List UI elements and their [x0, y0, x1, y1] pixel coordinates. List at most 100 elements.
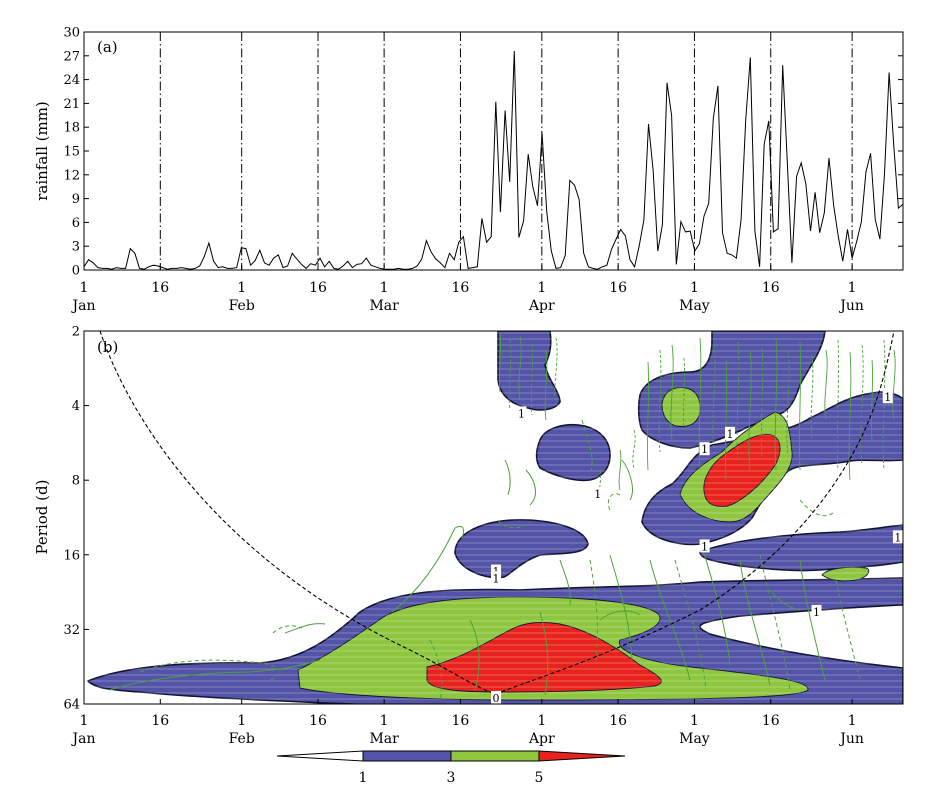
- x-tick-label: 16: [762, 280, 780, 296]
- contour-label-box: [811, 604, 822, 618]
- contour-label-box: [592, 487, 603, 501]
- y-tick-label: 2: [72, 325, 80, 340]
- contour-line: [798, 341, 802, 471]
- contour-line: [748, 349, 752, 471]
- x-tick-label: 1: [537, 713, 546, 729]
- contour-line: [860, 344, 864, 466]
- x-tick-month-label: Mar: [369, 731, 399, 747]
- contour-line: [760, 347, 764, 459]
- wavelet-panel: 1 1 1 1 1 1 1 1 1 1 0 2 4 8 16 32 64 1 Jan 16 1 Feb 16 1 Mar 16…: [33, 325, 904, 747]
- y-tick-label: 3: [72, 240, 80, 255]
- contour-line: [646, 361, 650, 471]
- contour-label-box: [725, 426, 736, 440]
- x-tick-month-label: Jan: [71, 298, 96, 314]
- y-tick-label: 21: [63, 97, 80, 112]
- contour-line: [810, 354, 814, 441]
- contour-line: [391, 525, 465, 613]
- contour-line: [109, 659, 321, 691]
- colorbar: 1 3 5: [276, 750, 626, 786]
- green-dashed-contour-lines: [139, 419, 861, 701]
- x-tick-label: 1: [80, 713, 89, 729]
- y-tick-label: 0: [72, 264, 80, 279]
- colorbar-segment-3-5: [450, 750, 540, 762]
- green-contour-lines: [109, 459, 826, 696]
- contour-line: [882, 339, 886, 471]
- contour-line-negative: [589, 559, 598, 661]
- contour-label: 1: [884, 391, 891, 404]
- y-tick-label: 18: [63, 121, 80, 136]
- x-tick-month-label: May: [679, 731, 710, 747]
- contour-label: 1: [518, 407, 525, 420]
- rainfall-y-ticks: 0 3 6 9 12 15 18 21 24 27 30: [63, 26, 903, 279]
- x-tick-label: 1: [237, 280, 246, 296]
- panel-b-label: (b): [97, 338, 118, 356]
- contour-label: 1: [701, 540, 708, 553]
- x-tick-label: 1: [380, 280, 389, 296]
- x-tick-label: 1: [237, 713, 246, 729]
- contour-line: [599, 610, 641, 621]
- contour-line-negative: [835, 579, 861, 681]
- contour-line: [649, 559, 691, 681]
- contour-label: 0: [493, 692, 500, 705]
- x-tick-month-label: May: [679, 298, 710, 314]
- contour-labels: 11111111110: [491, 390, 903, 705]
- contour-line: [736, 341, 740, 463]
- y-tick-label: 15: [63, 145, 80, 160]
- x-tick-month-label: Mar: [369, 298, 399, 314]
- colorbar-segment-1-3: [362, 750, 452, 762]
- contour-line: [698, 337, 702, 471]
- y-tick-label: 8: [72, 474, 80, 489]
- x-tick-label: 1: [848, 280, 857, 296]
- contour-line: [836, 339, 840, 471]
- contour-line: [799, 559, 826, 681]
- contour-line: [508, 339, 512, 411]
- x-tick-label: 1: [537, 280, 546, 296]
- contour-line: [618, 449, 622, 491]
- contour-label-box: [491, 564, 502, 578]
- x-tick-label: 1: [80, 280, 89, 296]
- y-tick-label: 64: [63, 698, 80, 713]
- contour-line-negative: [581, 419, 593, 476]
- contour-line: [469, 619, 480, 691]
- hatching-overlay: [84, 331, 903, 704]
- colorbar-segment-below-1: [276, 750, 364, 762]
- dashdot-reference-lines: [159, 32, 853, 270]
- rainfall-panel: 0 3 6 9 12 15 18 21 24 27 30 1 Jan 16 1 Feb 16 1 Mar 16 1 Ap…: [33, 26, 904, 314]
- contour-line: [609, 554, 633, 661]
- y-tick-label: 12: [63, 168, 80, 183]
- x-tick-label: 16: [452, 280, 470, 296]
- y-tick-label: 27: [63, 49, 80, 64]
- contour-label: 1: [594, 488, 601, 501]
- contour-line: [539, 611, 549, 696]
- contour-label: 1: [727, 428, 734, 441]
- period-y-axis-label: Period (d): [33, 480, 51, 555]
- contour-line-negative: [607, 493, 621, 511]
- contour-line: [498, 333, 502, 393]
- contour-label-box: [491, 571, 502, 585]
- contour-line-negative: [497, 519, 531, 529]
- cone-of-influence: [99, 331, 895, 695]
- colorbar-tick-label: 5: [535, 770, 544, 786]
- contour-line: [712, 344, 716, 451]
- wavelet-x-ticks: 1 Jan 16 1 Feb 16 1 Mar 16 1 Apr 16 1 May 16 1 Jun: [71, 699, 864, 747]
- contour-line: [525, 469, 537, 506]
- wavelet-power-field: [84, 331, 903, 704]
- x-tick-label: 16: [309, 713, 327, 729]
- rainfall-y-axis-label: rainfall (mm): [33, 101, 51, 201]
- contour-line: [554, 337, 558, 406]
- x-tick-month-label: Feb: [229, 731, 255, 747]
- colorbar-segment-above-5: [538, 750, 626, 762]
- contour-label-box: [882, 390, 893, 404]
- contour-label-box: [491, 690, 502, 704]
- period-y-ticks: 2 4 8 16 32 64: [63, 325, 89, 713]
- contour-line: [621, 459, 633, 501]
- wavelet-plot-frame: [83, 330, 904, 705]
- y-tick-label: 16: [63, 548, 80, 563]
- rainfall-series-line: [84, 50, 903, 270]
- x-tick-label: 16: [151, 280, 169, 296]
- panel-a-label: (a): [97, 38, 118, 56]
- contour-line: [530, 343, 534, 416]
- contour-line: [670, 344, 674, 441]
- contour-line: [724, 359, 728, 481]
